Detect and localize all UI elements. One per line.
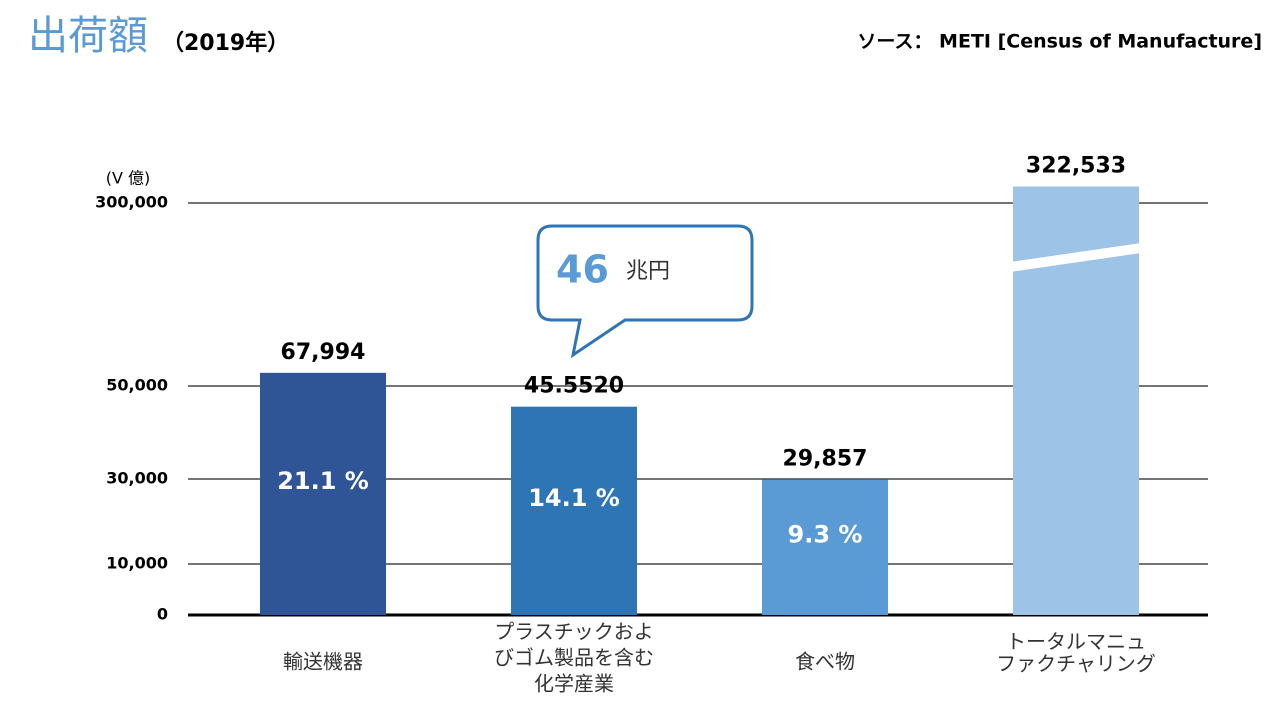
x-tick-label: トータルマニュ: [1006, 630, 1146, 654]
axis-break: [1010, 243, 1141, 272]
y-tick-label: 30,000: [106, 469, 168, 488]
callout-value: 46: [556, 248, 609, 292]
callout: [536, 224, 754, 359]
callout-unit: 兆円: [626, 259, 670, 284]
share-label: 14.1 %: [528, 484, 620, 512]
value-label: 29,857: [783, 447, 868, 472]
value-label: 67,994: [281, 340, 366, 365]
y-axis-label: (V 億): [106, 169, 151, 188]
x-tick-label: 輸送機器: [283, 650, 363, 674]
bar: [762, 479, 888, 615]
x-tick-label: 食べ物: [795, 650, 855, 674]
value-label: 45.5520: [524, 374, 624, 399]
x-tick-label: びゴム製品を含む: [494, 646, 654, 670]
y-tick-label: 0: [157, 605, 168, 624]
x-tick-label: プラスチックおよ: [494, 620, 654, 644]
share-label: 9.3 %: [788, 520, 863, 548]
x-tick-label: 化学産業: [534, 672, 614, 696]
share-label: 21.1 %: [277, 467, 369, 495]
chart-title: 出荷額: [28, 13, 148, 58]
y-tick-label: 10,000: [106, 554, 168, 573]
source: ソース： METI [Census of Manufacture]: [857, 31, 1262, 53]
bar: [511, 406, 637, 615]
x-tick-label: ファクチャリング: [996, 652, 1156, 676]
bar: [260, 372, 386, 615]
y-tick-label: 300,000: [95, 193, 168, 212]
chart-subtitle: （2019年）: [162, 30, 289, 56]
value-label: 322,533: [1026, 154, 1126, 179]
y-tick-label: 50,000: [106, 376, 168, 395]
